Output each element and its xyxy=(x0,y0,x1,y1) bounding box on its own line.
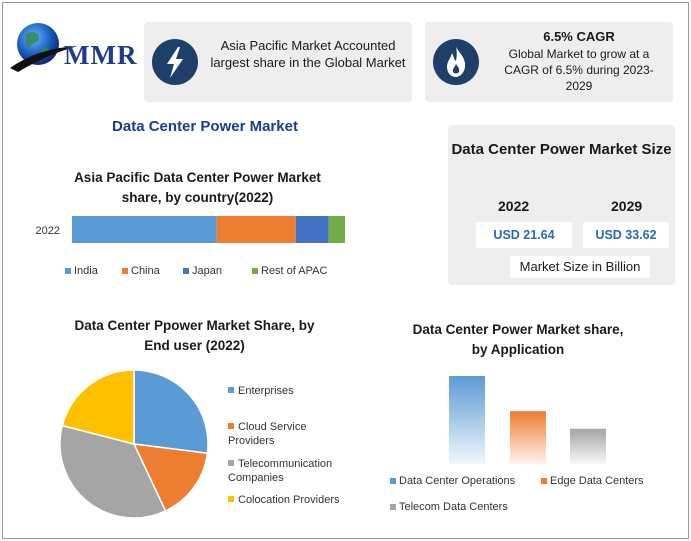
info-card-cagr: 6.5% CAGR Global Market to grow at a CAG… xyxy=(425,22,673,102)
legend-label: Colocation Providers xyxy=(238,494,340,506)
value-2029: USD 33.62 xyxy=(583,222,669,248)
pie-slice-2 xyxy=(59,424,167,519)
legend-label: Enterprises xyxy=(238,385,294,397)
legend-label: Data Center Operations xyxy=(399,475,516,487)
legend-swatch xyxy=(252,268,258,274)
info-card-text: Asia Pacific Market Accounted largest sh… xyxy=(210,38,406,70)
application-bar-chart: Data Center Operations Edge Data Centers T… xyxy=(390,376,644,513)
globe-icon xyxy=(10,23,78,72)
bar-segment-india xyxy=(72,216,217,243)
legend-swatch xyxy=(65,268,71,274)
mmr-logo: MMR xyxy=(8,18,138,78)
year-2022-label: 2022 xyxy=(498,198,530,214)
legend-swatch xyxy=(541,478,547,484)
country-chart-title: Asia Pacific Data Center Power Market sh… xyxy=(74,170,321,205)
bar-segment-rest-of-apac xyxy=(328,216,345,243)
legend-label: Cloud Service Providers xyxy=(228,421,307,447)
application-bar-1 xyxy=(510,411,546,464)
application-chart-title: Data Center Power Market share, by Appli… xyxy=(412,322,624,357)
end-user-chart-title: Data Center Ppower Market Share, by End … xyxy=(74,318,315,353)
legend-swatch xyxy=(122,268,128,274)
bar-segment-china xyxy=(216,216,296,243)
country-share-chart: 2022 India China Japan Rest of APAC xyxy=(36,216,345,277)
legend-swatch xyxy=(228,387,234,394)
end-user-legend: Enterprises Cloud Service Providers Teleco… xyxy=(228,384,358,514)
pie-slice-0 xyxy=(133,369,209,455)
application-bar-2 xyxy=(570,428,606,464)
legend-label: China xyxy=(131,265,161,277)
bar-segment-japan xyxy=(295,216,329,243)
legend-label: Telecommunication Companies xyxy=(228,458,333,484)
legend-swatch xyxy=(183,268,189,274)
legend-swatch xyxy=(228,460,234,467)
legend-swatch xyxy=(390,504,396,510)
logo-text: MMR xyxy=(64,40,138,70)
legend-label: Rest of APAC xyxy=(261,265,327,277)
value-2022: USD 21.64 xyxy=(476,222,572,248)
year-2029-label: 2029 xyxy=(611,198,643,214)
pie-legend-item: Cloud Service Providers xyxy=(228,420,348,448)
application-bar-0 xyxy=(449,376,485,464)
cagr-text: Global Market to grow at a CAGR of 6.5% … xyxy=(504,47,654,93)
legend-swatch xyxy=(390,478,396,484)
pie-legend-item: Colocation Providers xyxy=(228,493,348,507)
market-size-unit: Market Size in Billion xyxy=(510,256,650,278)
lightning-icon xyxy=(152,39,198,85)
cagr-heading: 6.5% CAGR xyxy=(543,29,615,44)
main-title: Data Center Power Market xyxy=(112,118,298,135)
pie-legend-item: Telecommunication Companies xyxy=(228,457,348,485)
market-size-panel: Data Center Power Market Size 2022 2029 … xyxy=(448,125,675,285)
info-card-asia-pacific: Asia Pacific Market Accounted largest sh… xyxy=(144,22,412,102)
flame-icon xyxy=(433,39,479,85)
market-size-title: Data Center Power Market Size xyxy=(451,141,672,158)
pie-slice-1 xyxy=(132,443,209,512)
legend-label: Japan xyxy=(192,265,222,277)
pie-legend-item: Enterprises xyxy=(228,384,348,398)
legend-label: Telecom Data Centers xyxy=(399,501,508,513)
legend-swatch xyxy=(228,496,234,503)
legend-label: Edge Data Centers xyxy=(550,475,644,487)
legend-swatch xyxy=(228,423,234,430)
end-user-pie-chart xyxy=(59,369,209,519)
legend-label: India xyxy=(74,265,99,277)
category-label: 2022 xyxy=(36,225,60,237)
pie-slice-3 xyxy=(61,369,135,445)
